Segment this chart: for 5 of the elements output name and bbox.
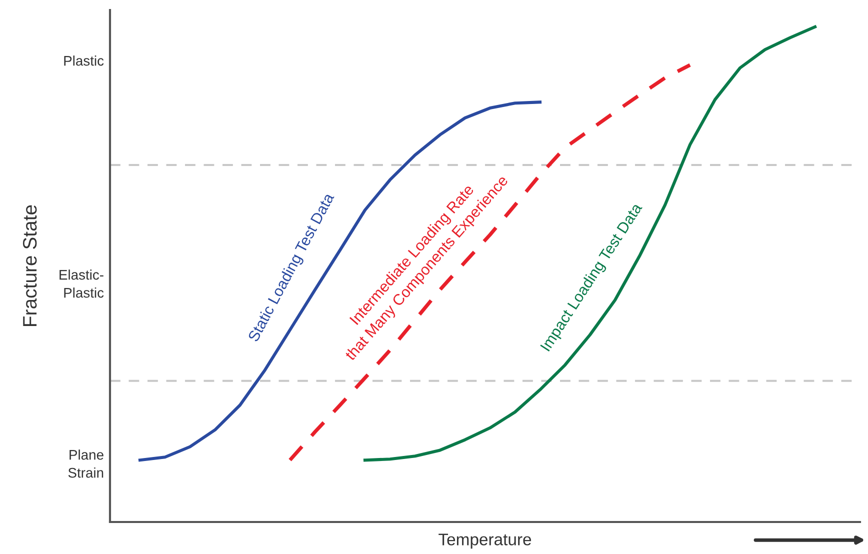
y-axis-title: Fracture State xyxy=(22,205,37,326)
text: Plastic xyxy=(64,56,104,66)
x-axis-title: Temperature xyxy=(438,534,532,549)
text: Elastic- Plastic xyxy=(60,270,104,298)
text: Plane Strain xyxy=(68,450,104,478)
